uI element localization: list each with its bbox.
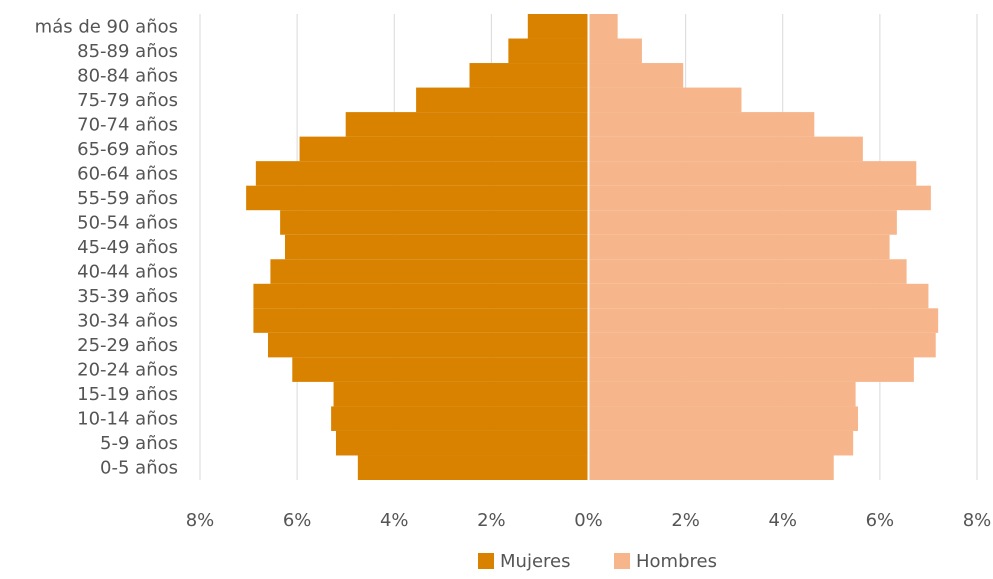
bar-mujeres (246, 185, 589, 211)
bar-mujeres (270, 259, 589, 284)
y-axis-tick-label: 70-74 años (77, 114, 178, 135)
bar-mujeres (292, 357, 589, 382)
bar-mujeres (267, 332, 589, 358)
y-axis-tick-label: 0-5 años (100, 458, 178, 479)
y-axis-tick-label: 80-84 años (77, 65, 178, 86)
bar-hombres (588, 406, 859, 431)
x-axis-tick-label: 4% (768, 510, 797, 531)
legend-label: Hombres (636, 551, 717, 572)
bar-mujeres (345, 112, 589, 137)
x-axis-tick-label: 6% (866, 510, 895, 531)
bar-mujeres (469, 63, 589, 88)
y-axis-tick-label: 40-44 años (77, 262, 178, 283)
bar-hombres (588, 381, 856, 407)
bar-hombres (588, 234, 890, 260)
legend-label: Mujeres (500, 551, 570, 572)
bar-mujeres (527, 14, 589, 39)
x-axis-tick-label: 0% (574, 510, 603, 531)
bar-hombres (588, 112, 815, 137)
legend-swatch (478, 553, 494, 569)
bar-hombres (588, 161, 917, 186)
bar-mujeres (335, 430, 589, 456)
legend-swatch (614, 553, 630, 569)
bar-hombres (588, 332, 936, 358)
bar-hombres (588, 259, 907, 284)
bar-hombres (588, 283, 929, 309)
bar-mujeres (331, 406, 589, 431)
bar-mujeres (508, 38, 589, 64)
bar-hombres (588, 455, 834, 480)
bar-mujeres (253, 308, 589, 333)
x-axis-tick-label: 4% (380, 510, 409, 531)
bar-hombres (588, 430, 854, 456)
bar-hombres (588, 185, 931, 211)
bar-hombres (588, 14, 618, 39)
x-axis-tick-label: 2% (671, 510, 700, 531)
y-axis-tick-label: 15-19 años (77, 384, 178, 405)
bar-mujeres (299, 136, 589, 162)
bar-hombres (588, 210, 897, 235)
bar-hombres (588, 63, 684, 88)
y-axis-tick-label: 30-34 años (77, 311, 178, 332)
bar-hombres (588, 38, 642, 64)
legend-item-hombres: Hombres (614, 551, 717, 572)
legend: Mujeres Hombres (478, 551, 717, 572)
bar-hombres (588, 308, 939, 333)
y-axis-tick-label: 50-54 años (77, 212, 178, 233)
y-axis-tick-label: 35-39 años (77, 286, 178, 307)
bar-hombres (588, 136, 863, 162)
legend-item-mujeres: Mujeres (478, 551, 570, 572)
bars-layer (246, 14, 939, 480)
bar-hombres (588, 357, 914, 382)
y-axis-tick-label: 65-69 años (77, 139, 178, 160)
x-axis-labels: 8% 6% 4% 2% 0% 2% 4% 6% 8% (186, 510, 992, 531)
x-axis-tick-label: 8% (963, 510, 992, 531)
bar-mujeres (280, 210, 589, 235)
y-axis-tick-label: 60-64 años (77, 163, 178, 184)
x-axis-tick-label: 6% (283, 510, 312, 531)
bar-mujeres (284, 234, 589, 260)
y-axis-tick-label: 20-24 años (77, 360, 178, 381)
bar-mujeres (255, 161, 589, 186)
bar-mujeres (333, 381, 589, 407)
y-axis-tick-label: 75-79 años (77, 90, 178, 111)
y-axis-tick-label: 55-59 años (77, 188, 178, 209)
y-axis-tick-label: más de 90 años (35, 16, 178, 37)
y-axis-tick-label: 25-29 años (77, 335, 178, 356)
y-axis-labels: 0-5 años 5-9 años 10-14 años 15-19 años 20-2… (35, 16, 178, 478)
bar-mujeres (416, 87, 589, 113)
x-axis-tick-label: 8% (186, 510, 215, 531)
bar-mujeres (357, 455, 589, 480)
x-axis-tick-label: 2% (477, 510, 506, 531)
y-axis-tick-label: 45-49 años (77, 237, 178, 258)
y-axis-tick-label: 5-9 años (100, 433, 178, 454)
y-axis-tick-label: 85-89 años (77, 41, 178, 62)
bar-hombres (588, 87, 742, 113)
bar-mujeres (253, 283, 589, 309)
y-axis-tick-label: 10-14 años (77, 409, 178, 430)
